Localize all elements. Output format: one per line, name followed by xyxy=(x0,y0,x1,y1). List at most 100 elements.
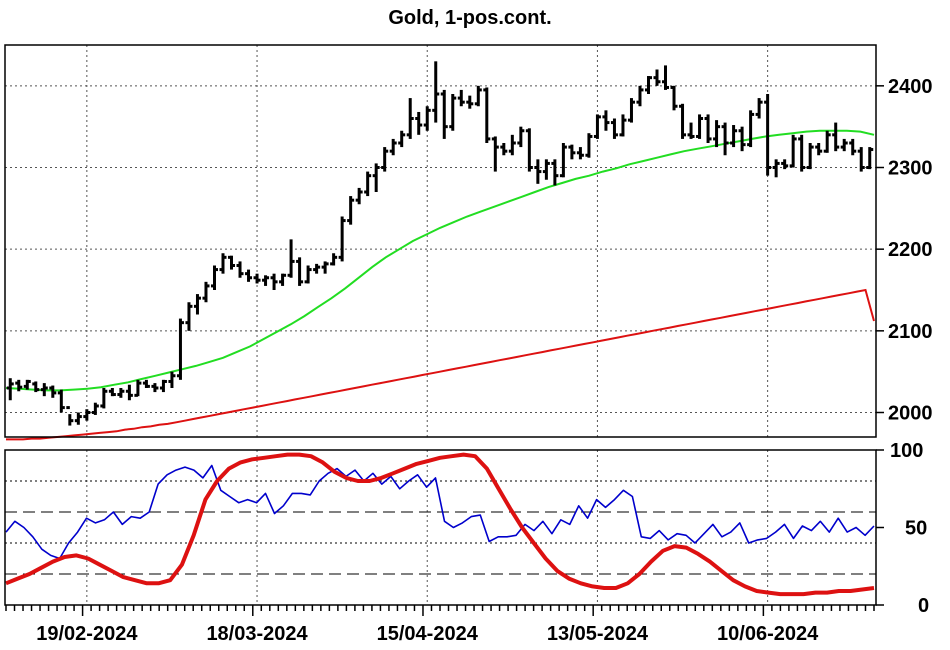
ohlc-bar xyxy=(755,98,763,119)
osc-ytick-label: 0 xyxy=(918,595,929,617)
ohlc-bar xyxy=(559,143,567,178)
ohlc-bar xyxy=(304,265,312,284)
ohlc-bar xyxy=(151,383,159,393)
ohlc-bar xyxy=(815,143,823,156)
price-panel: 2000 2100 2200 2300 2400 xyxy=(4,44,933,441)
price-ytick-label: 2200 xyxy=(888,239,933,261)
x-axis: 19/02-2024 18/03-2024 15/04-2024 13/05-2024… xyxy=(5,605,875,645)
price-ytick-label: 2300 xyxy=(888,158,933,180)
ohlc-bar xyxy=(602,110,610,131)
ohlc-bar xyxy=(355,187,363,205)
ohlc-bar xyxy=(576,147,584,160)
ohlc-bar xyxy=(381,147,389,172)
x-tick-label: 10/06-2024 xyxy=(717,623,819,645)
ohlc-bar xyxy=(228,255,236,270)
x-tick-label: 13/05-2024 xyxy=(547,623,649,645)
ohlc-bar xyxy=(764,94,772,176)
ohlc-bar xyxy=(619,114,627,137)
ohlc-bar xyxy=(279,273,287,286)
ohlc-bar xyxy=(730,125,738,148)
ohlc-bar xyxy=(432,61,440,123)
ohlc-bar xyxy=(406,98,414,139)
ohlc-bar xyxy=(670,85,678,111)
ohlc-bar xyxy=(364,171,372,197)
x-tick-label: 15/04-2024 xyxy=(377,623,479,645)
ohlc-bar xyxy=(721,122,729,156)
ohlc-bar xyxy=(866,147,874,170)
ohlc-bar xyxy=(168,371,176,388)
ohlc-bar xyxy=(125,384,133,401)
ohlc-bar xyxy=(15,379,23,392)
ma-fast-line xyxy=(5,129,875,392)
ohlc-bar xyxy=(49,385,57,398)
ohlc-bar xyxy=(262,275,270,286)
ohlc-bar xyxy=(696,114,704,139)
ohlc-bar xyxy=(534,159,542,184)
ohlc-bar xyxy=(551,159,559,186)
ohlc-bar xyxy=(202,281,210,303)
price-ytick-label: 2000 xyxy=(888,403,933,425)
ohlc-bar xyxy=(372,163,380,192)
ohlc-bar xyxy=(857,147,865,172)
x-tick-label: 19/02-2024 xyxy=(36,623,138,645)
ohlc-bar xyxy=(517,126,525,148)
oscillator-fast-line xyxy=(5,464,875,560)
ohlc-bar xyxy=(74,412,82,425)
ohlc-bar xyxy=(423,106,431,131)
ohlc-bar xyxy=(849,138,857,156)
ohlc-bar xyxy=(789,134,797,168)
ohlc-bar xyxy=(772,159,780,178)
ohlc-bar xyxy=(662,65,670,90)
ohlc-bar xyxy=(193,294,201,315)
ohlc-bar xyxy=(23,379,31,390)
ohlc-bar xyxy=(823,130,831,153)
ohlc-bar xyxy=(210,265,218,290)
oscillator-panel: 0 50 100 xyxy=(4,440,929,617)
ohlc-bar xyxy=(245,269,253,282)
ohlc-bar xyxy=(525,128,533,172)
ohlc-bar xyxy=(653,69,661,86)
oscillator-smooth-line xyxy=(5,452,875,597)
ohlc-bar xyxy=(83,409,91,421)
osc-ytick-label: 50 xyxy=(905,518,927,540)
ohlc-bar xyxy=(32,381,40,393)
ohlc-bar xyxy=(176,318,184,380)
price-ytick-label: 2400 xyxy=(888,76,933,98)
ohlc-bar xyxy=(270,273,278,290)
ohlc-bar xyxy=(440,89,448,139)
ohlc-bar xyxy=(108,388,116,397)
ohlc-bar xyxy=(219,253,227,274)
ohlc-bar xyxy=(117,388,125,398)
ma-slow-line xyxy=(6,288,875,441)
ohlc-bar xyxy=(636,85,644,107)
ohlc-bar xyxy=(832,122,840,152)
ohlc-bar xyxy=(491,136,499,172)
ohlc-bar xyxy=(585,133,593,158)
ohlc-bar xyxy=(593,114,601,139)
ohlc-bar xyxy=(40,383,48,397)
ohlc-bar xyxy=(347,196,355,225)
x-tick-label: 18/03-2024 xyxy=(206,623,308,645)
ohlc-bar xyxy=(568,144,576,160)
ohlc-bar xyxy=(542,159,550,180)
ohlc-bar xyxy=(185,302,193,331)
ohlc-bar xyxy=(253,273,261,284)
ohlc-bar xyxy=(474,85,482,107)
ohlc-bar xyxy=(679,103,687,139)
ohlc-bar xyxy=(91,402,99,415)
ohlc-bar xyxy=(134,379,142,397)
ohlc-bar xyxy=(66,406,74,426)
ohlc-bar xyxy=(389,138,397,156)
price-ytick-label: 2100 xyxy=(888,321,933,343)
ohlc-bar xyxy=(457,89,465,107)
ohlc-bar xyxy=(330,253,338,266)
ohlc-bar xyxy=(287,239,295,278)
ohlc-bar xyxy=(313,263,321,274)
ohlc-bar xyxy=(508,134,516,156)
ohlc-bar xyxy=(296,257,304,286)
ohlc-bar xyxy=(398,130,406,148)
ohlc-bar xyxy=(159,379,167,393)
ohlc-bar xyxy=(338,216,346,262)
ohlc-bar xyxy=(840,138,848,152)
